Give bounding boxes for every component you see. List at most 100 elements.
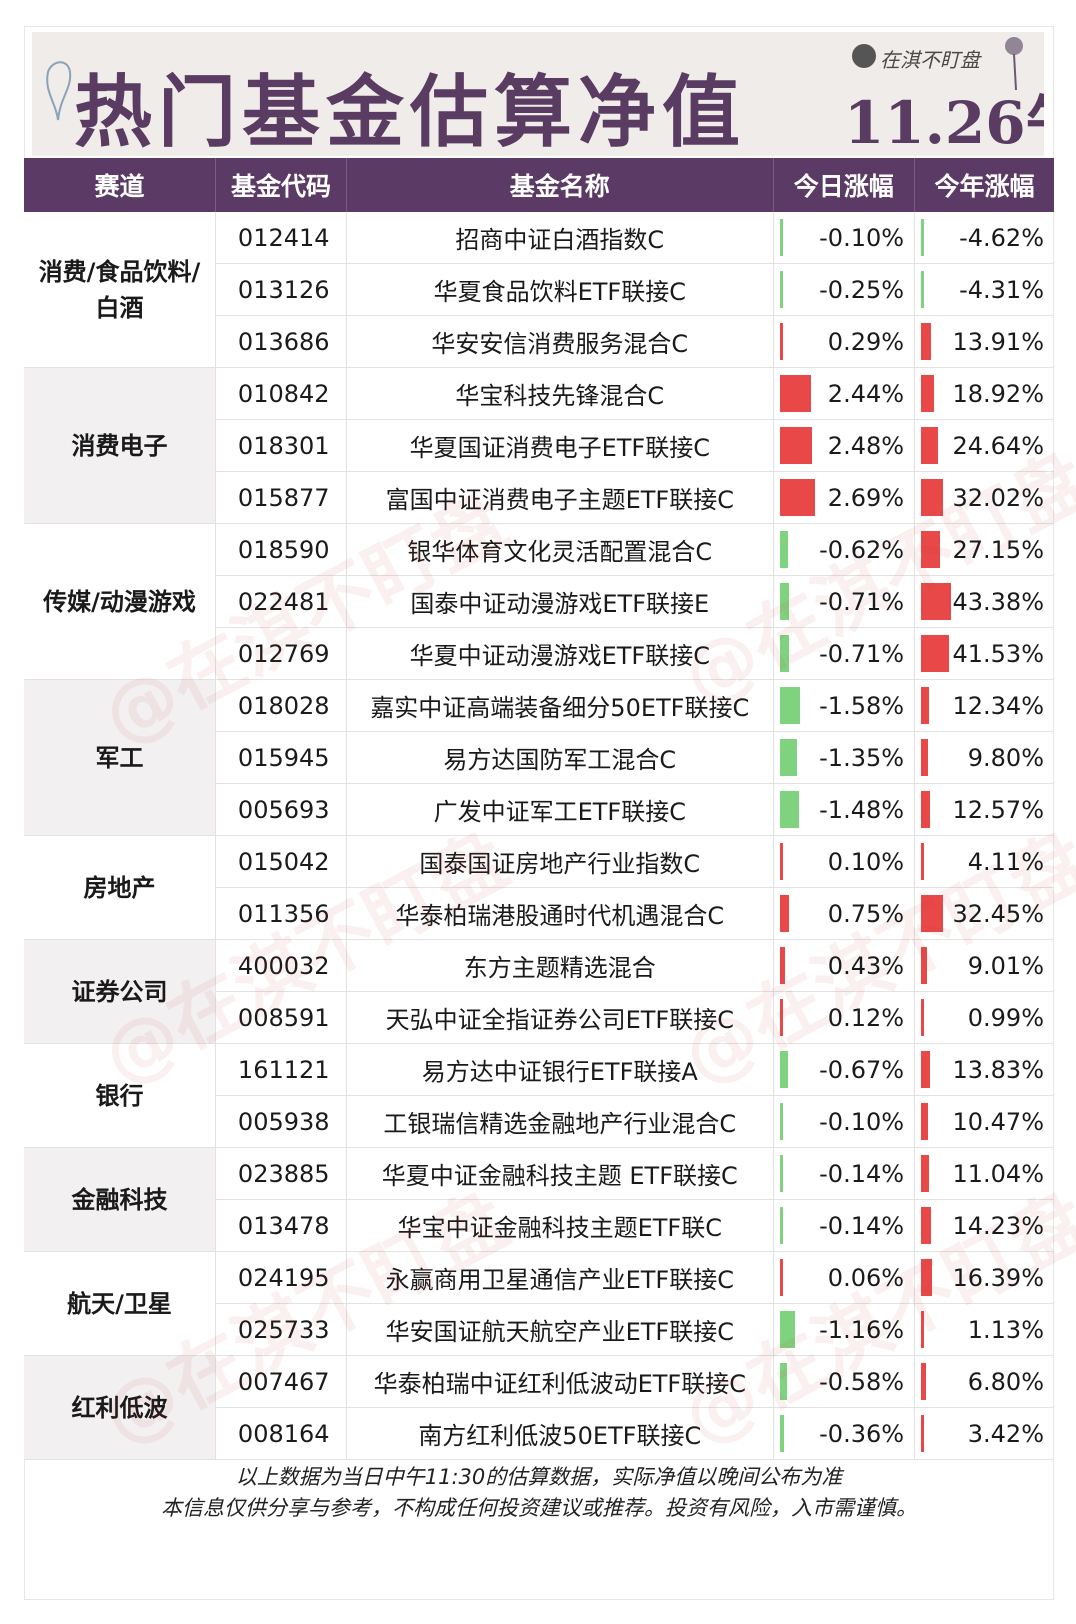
table-row: 005938 工银瑞信精选金融地产行业混合C -0.10% 10.47%: [24, 1095, 1054, 1148]
today-change-bar: [779, 479, 815, 516]
today-change-value: 2.69%: [827, 483, 905, 512]
ytd-change-cell: 3.42%: [914, 1407, 1054, 1460]
table-row: 消费/食品饮料/白酒 012414 招商中证白酒指数C -0.10% -4.62%: [24, 212, 1054, 368]
today-change-value: -0.62%: [819, 535, 905, 564]
today-change-value: -0.58%: [819, 1367, 905, 1396]
today-change-value: 2.48%: [827, 431, 905, 460]
ytd-change-cell: 9.01%: [914, 939, 1054, 992]
today-change-bar: [779, 1259, 783, 1296]
ytd-change-bar: [921, 843, 925, 880]
fund-code: 005938: [215, 1095, 348, 1148]
ytd-change-value: 0.99%: [967, 1003, 1044, 1032]
table-row: 022481 国泰中证动漫游戏ETF联接E -0.71% 43.38%: [24, 575, 1054, 628]
today-change-value: -1.58%: [819, 691, 905, 720]
today-change-cell: -1.35%: [773, 731, 916, 784]
ytd-change-cell: 4.11%: [914, 835, 1054, 888]
ytd-change-bar: [921, 999, 925, 1036]
ytd-change-cell: 0.99%: [914, 991, 1054, 1044]
today-change-bar: [779, 791, 799, 828]
today-change-cell: -0.36%: [773, 1407, 916, 1460]
ytd-change-cell: 27.15%: [914, 523, 1054, 576]
ytd-change-value: 14.23%: [952, 1211, 1044, 1240]
today-change-cell: -0.25%: [773, 263, 916, 316]
ytd-change-bar: [921, 895, 944, 932]
sector-cell: 消费/食品饮料/白酒: [24, 212, 216, 368]
ytd-change-value: 13.83%: [952, 1055, 1044, 1084]
table-row: 航天/卫星 024195 永赢商用卫星通信产业ETF联接C 0.06% 16.39%: [24, 1251, 1054, 1356]
ytd-change-value: 9.01%: [967, 951, 1044, 980]
today-change-value: 0.10%: [827, 847, 905, 876]
table-row: 013126 华夏食品饮料ETF联接C -0.25% -4.31%: [24, 263, 1054, 316]
ytd-change-value: 16.39%: [952, 1263, 1044, 1292]
today-change-value: -1.35%: [819, 743, 905, 772]
today-change-bar: [779, 583, 789, 620]
ytd-change-cell: 43.38%: [914, 575, 1054, 628]
ytd-change-bar: [921, 531, 940, 568]
ytd-change-value: 32.02%: [952, 483, 1044, 512]
sector-cell: 传媒/动漫游戏: [24, 523, 216, 680]
ytd-change-value: 18.92%: [952, 379, 1044, 408]
today-change-value: -0.71%: [819, 587, 905, 616]
ytd-change-value: 1.13%: [967, 1315, 1044, 1344]
header-code: 基金代码: [215, 158, 348, 212]
table-row: 013478 华宝中证金融科技主题ETF联C -0.14% 14.23%: [24, 1199, 1054, 1252]
table-row: 银行 161121 易方达中证银行ETF联接A -0.67% 13.83%: [24, 1043, 1054, 1148]
table-row: 012769 华夏中证动漫游戏ETF联接C -0.71% 41.53%: [24, 627, 1054, 680]
fund-code: 005693: [215, 783, 348, 836]
today-change-bar: [779, 323, 784, 360]
fund-code: 007467: [215, 1355, 348, 1408]
table-row: 房地产 015042 国泰国证房地产行业指数C 0.10% 4.11%: [24, 835, 1054, 940]
table-row: 015877 富国中证消费电子主题ETF联接C 2.69% 32.02%: [24, 471, 1054, 524]
today-change-bar: [779, 1155, 783, 1192]
today-change-cell: -0.58%: [773, 1355, 916, 1408]
ytd-change-cell: 14.23%: [914, 1199, 1054, 1252]
table-row: 005693 广发中证军工ETF联接C -1.48% 12.57%: [24, 783, 1054, 836]
ytd-change-value: 41.53%: [952, 639, 1044, 668]
today-change-value: 0.29%: [827, 327, 905, 356]
ytd-change-cell: 11.04%: [914, 1147, 1054, 1200]
ytd-change-cell: 10.47%: [914, 1095, 1054, 1148]
fund-code: 012769: [215, 627, 348, 680]
fund-code: 023885: [215, 1147, 348, 1200]
page-title: 热门基金估算净值: [74, 67, 747, 156]
ytd-change-bar: [921, 1051, 931, 1088]
today-change-cell: -1.58%: [773, 679, 916, 732]
ytd-change-bar: [921, 687, 930, 724]
fund-name: 国泰中证动漫游戏ETF联接E: [346, 575, 774, 628]
fund-code: 011356: [215, 887, 348, 940]
fund-code: 012414: [215, 212, 348, 264]
table-row: 008591 天弘中证全指证券公司ETF联接C 0.12% 0.99%: [24, 991, 1054, 1044]
ytd-change-bar: [921, 947, 928, 984]
ytd-change-cell: 12.57%: [914, 783, 1054, 836]
flower-icon: [1005, 37, 1023, 91]
fund-code: 010842: [215, 367, 348, 420]
fund-name: 易方达国防军工混合C: [346, 731, 774, 784]
today-change-value: -1.48%: [819, 795, 905, 824]
sector-cell: 银行: [24, 1043, 216, 1148]
ytd-change-cell: -4.62%: [914, 212, 1054, 264]
ytd-change-cell: 24.64%: [914, 419, 1054, 472]
today-change-cell: -0.10%: [773, 1095, 916, 1148]
today-change-cell: 2.44%: [773, 367, 916, 420]
today-change-bar: [779, 1051, 789, 1088]
brand-avatar-icon: [852, 44, 876, 68]
today-change-bar: [779, 427, 812, 464]
ytd-change-value: 32.45%: [952, 899, 1044, 928]
fund-name: 国泰国证房地产行业指数C: [346, 835, 774, 888]
ytd-change-cell: 41.53%: [914, 627, 1054, 680]
today-change-value: 2.44%: [827, 379, 905, 408]
ytd-change-bar: [921, 375, 934, 412]
today-change-value: 0.12%: [827, 1003, 905, 1032]
fund-code: 013686: [215, 315, 348, 368]
sector-cell: 消费电子: [24, 367, 216, 524]
ytd-change-value: -4.62%: [959, 223, 1044, 252]
ytd-change-value: 10.47%: [952, 1107, 1044, 1136]
sector-cell: 房地产: [24, 835, 216, 940]
ytd-change-value: 11.04%: [952, 1159, 1044, 1188]
header-sector: 赛道: [24, 158, 216, 212]
today-change-bar: [779, 1311, 795, 1348]
fund-name: 东方主题精选混合: [346, 939, 774, 992]
table-row: 025733 华安国证航天航空产业ETF联接C -1.16% 1.13%: [24, 1303, 1054, 1356]
today-change-value: -0.71%: [819, 639, 905, 668]
today-change-value: 0.75%: [827, 899, 905, 928]
